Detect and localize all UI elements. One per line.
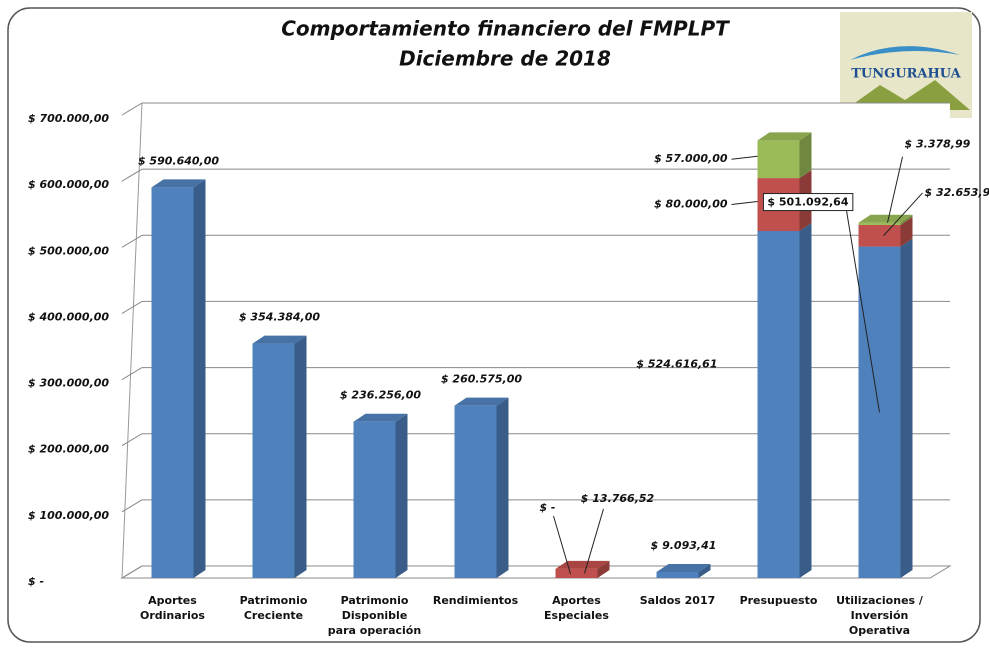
bar-top	[555, 560, 610, 569]
bar-side	[900, 216, 913, 247]
bar-front	[858, 224, 901, 247]
grid-line-side	[121, 367, 143, 381]
y-tick-label: $ 100.000,00	[28, 509, 109, 522]
value-label: $ 501.092,64	[767, 196, 848, 209]
bar-side	[597, 560, 610, 578]
y-tick-label: $ 700.000,00	[28, 112, 109, 125]
bar-front	[656, 571, 699, 578]
bar-top	[353, 413, 408, 422]
bar-top	[151, 179, 206, 188]
grid-line-side	[121, 433, 143, 447]
x-tick-label: Utilizaciones / Inversión Operativa	[836, 594, 923, 637]
bar-front	[858, 222, 901, 225]
label-leader	[731, 201, 758, 206]
bar-top	[454, 397, 509, 406]
x-tick-label: Aportes Ordinarios	[140, 594, 205, 622]
bar-side	[900, 214, 913, 225]
value-label: $ 590.640,00	[138, 154, 219, 167]
logo-text: TUNGURAHUA	[851, 67, 961, 82]
y-tick-label: $ 500.000,00	[28, 244, 109, 257]
bar-side	[294, 335, 307, 578]
logo: TUNGURAHUA	[840, 12, 972, 118]
bar-side	[799, 223, 812, 578]
bar-side	[799, 132, 812, 179]
bar-front	[252, 343, 295, 578]
label-leader	[846, 210, 880, 413]
bar-front	[555, 568, 598, 578]
label-leader	[584, 508, 604, 574]
bar-front	[757, 231, 800, 578]
bar-side	[496, 397, 509, 578]
value-label: $ 32.653,94	[925, 186, 989, 199]
grid-line-side	[121, 300, 143, 314]
side-wall	[121, 102, 143, 579]
bar-front	[454, 405, 497, 578]
x-tick-label: Patrimonio Creciente	[239, 594, 308, 622]
bar-top	[252, 335, 307, 344]
value-label: $ 57.000,00	[654, 152, 728, 165]
y-tick-label: $ 200.000,00	[28, 443, 109, 456]
grid-line-side	[121, 168, 143, 182]
back-wall	[142, 103, 950, 566]
value-label: $ 236.256,00	[340, 389, 421, 402]
value-label: $ -	[539, 501, 555, 514]
value-label: $ 3.378,99	[905, 138, 971, 151]
bar-front	[353, 421, 396, 578]
grid-line-side	[121, 499, 143, 513]
x-tick-label: Rendimientos	[432, 594, 519, 607]
y-tick-label: $ 600.000,00	[28, 178, 109, 191]
x-tick-label: Presupuesto	[739, 594, 818, 607]
label-leader	[883, 192, 923, 237]
x-tick-label: Patrimonio Disponible para operación	[327, 594, 422, 637]
label-leader	[887, 156, 903, 223]
chart-subtitle: Diciembre de 2018	[399, 47, 611, 71]
bar-side	[698, 563, 711, 578]
value-label: $ 524.616,61	[636, 358, 717, 371]
label-leader	[731, 155, 758, 160]
value-label: $ 80.000,00	[654, 198, 728, 211]
value-label: $ 13.766,52	[581, 492, 655, 505]
value-label: $ 354.384,00	[239, 311, 320, 324]
value-label: $ 9.093,41	[651, 539, 717, 552]
bar-top	[757, 132, 812, 141]
bar-front	[151, 187, 194, 578]
bar-side	[900, 238, 913, 579]
grid-line-side	[121, 234, 143, 248]
bar-top	[858, 214, 913, 223]
bar-front	[757, 140, 800, 179]
floor	[120, 565, 952, 579]
bar-side	[395, 413, 408, 578]
grid-line-side	[121, 565, 143, 579]
label-leader	[553, 515, 571, 575]
value-label-box	[762, 193, 854, 212]
grid-line-side	[121, 102, 143, 116]
value-label: $ 260.575,00	[441, 373, 522, 386]
chart-title: Comportamiento financiero del FMPLPT	[281, 17, 730, 41]
logo-wave	[850, 46, 960, 60]
x-tick-label: Saldos 2017	[639, 594, 716, 607]
bar-top	[656, 563, 711, 572]
y-tick-label: $ 300.000,00	[28, 377, 109, 390]
y-tick-label: $ -	[28, 575, 44, 588]
x-tick-label: Aportes Especiales	[544, 594, 609, 622]
bar-side	[193, 179, 206, 578]
y-tick-label: $ 400.000,00	[28, 310, 109, 323]
